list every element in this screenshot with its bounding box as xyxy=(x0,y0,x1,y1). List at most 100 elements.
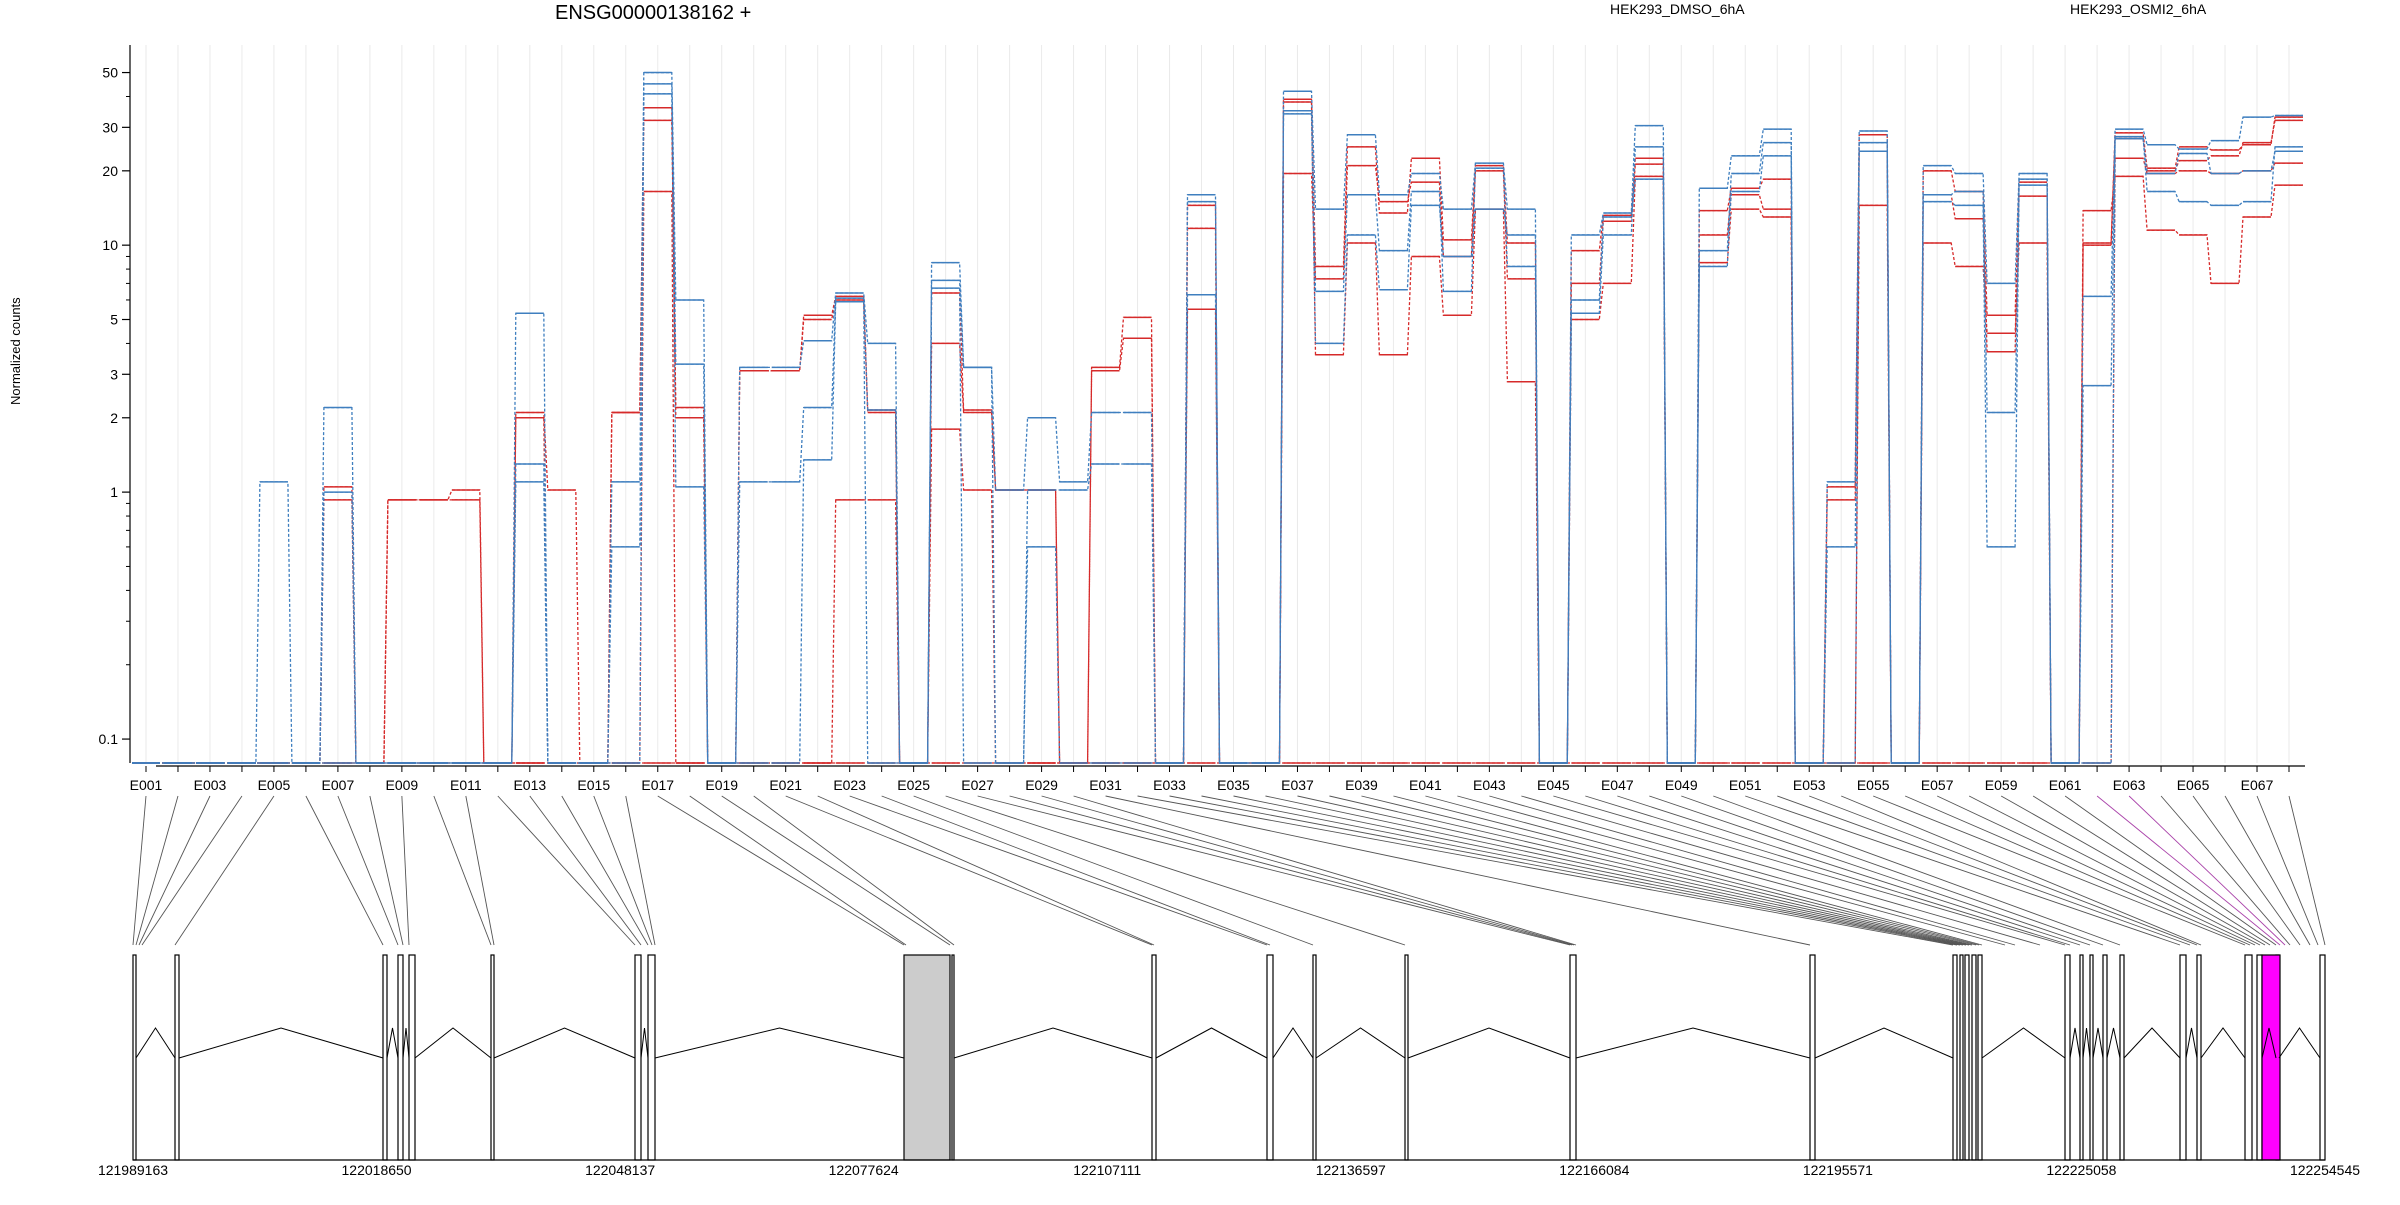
y-tick-label: 10 xyxy=(102,237,118,253)
exon-block xyxy=(2244,954,2253,1161)
intron-line xyxy=(135,1027,176,1059)
exon-connector xyxy=(1936,795,2256,946)
x-tick-label: E033 xyxy=(1153,777,1186,793)
exon-connector xyxy=(1745,795,2181,946)
intron-line xyxy=(2261,1027,2277,1059)
x-tick-label: E065 xyxy=(2177,777,2210,793)
exon-connector xyxy=(1329,795,1973,946)
exon-block xyxy=(2102,954,2108,1161)
intron-line xyxy=(178,1027,384,1059)
genomic-coordinate-label: 122048137 xyxy=(585,1162,655,1178)
x-tick-label: E011 xyxy=(450,777,482,793)
exon-connector xyxy=(625,795,656,946)
legend-dmso: HEK293_DMSO_6hA xyxy=(1610,1,1745,17)
x-tick-label: E023 xyxy=(833,777,866,793)
exon-block xyxy=(1809,954,1816,1161)
intron-line xyxy=(640,1027,649,1059)
exon-block xyxy=(1959,954,1964,1161)
intron-line xyxy=(2185,1027,2198,1059)
genomic-coordinate-label: 122195571 xyxy=(1803,1162,1873,1178)
exon-connector xyxy=(433,795,492,946)
genomic-coordinate-label: 122107111 xyxy=(1073,1162,1141,1178)
exon-connector xyxy=(1265,795,1967,946)
x-tick-label: E051 xyxy=(1729,777,1762,793)
genomic-coordinate-label: 122018650 xyxy=(342,1162,412,1178)
exon-connector xyxy=(1201,795,1961,946)
exon-connector xyxy=(401,795,410,946)
intron-line xyxy=(654,1027,905,1059)
genomic-coordinate-label: 122254545 xyxy=(2290,1162,2360,1178)
exon-connector xyxy=(1553,795,2066,946)
exon-connector xyxy=(1585,795,2071,946)
exon-connector xyxy=(1137,795,1954,946)
x-tick-label: E047 xyxy=(1601,777,1634,793)
exon-connector xyxy=(2288,795,2326,946)
exon-block xyxy=(490,954,495,1161)
x-tick-label: E043 xyxy=(1473,777,1506,793)
exon-connector xyxy=(1297,795,1970,946)
y-tick-label: 5 xyxy=(110,312,118,328)
exon-connector xyxy=(817,795,1155,946)
exon-block xyxy=(1151,954,1157,1161)
y-tick-label: 2 xyxy=(110,410,118,426)
exon-connector xyxy=(1457,795,2006,946)
x-tick-label: E003 xyxy=(194,777,227,793)
exon-block xyxy=(634,954,642,1161)
exon-connector xyxy=(2192,795,2301,946)
x-tick-label: E039 xyxy=(1345,777,1378,793)
intron-line xyxy=(1814,1027,1954,1059)
gene-title: ENSG00000138162 + xyxy=(555,2,752,24)
x-tick-label: E045 xyxy=(1537,777,1570,793)
intron-line xyxy=(1272,1027,1314,1059)
intron-line xyxy=(2200,1027,2246,1059)
x-tick-label: E053 xyxy=(1793,777,1826,793)
x-tick-label: E017 xyxy=(641,777,674,793)
genomic-coordinate-label: 121989163 xyxy=(98,1162,168,1178)
exon-block xyxy=(2119,954,2125,1161)
exon-connector xyxy=(305,795,384,946)
exon-connector xyxy=(1393,795,1980,946)
y-tick-label: 0.1 xyxy=(99,731,119,747)
exon-connector xyxy=(138,795,211,946)
exon-highlight xyxy=(2261,954,2281,1161)
y-tick-label: 3 xyxy=(110,366,118,382)
exon-block xyxy=(132,954,137,1161)
exon-connector xyxy=(593,795,653,946)
genomic-coordinate-label: 122077624 xyxy=(829,1162,899,1178)
exon-connector xyxy=(465,795,495,946)
exon-block xyxy=(397,954,404,1161)
exon-connector xyxy=(1521,795,2041,946)
intron-line xyxy=(1981,1027,2066,1059)
exon-connector xyxy=(2000,795,2266,946)
exon-connector xyxy=(1425,795,1983,946)
intron-line xyxy=(953,1027,1153,1059)
y-tick-label: 20 xyxy=(102,163,118,179)
exon-connector xyxy=(1777,795,2191,946)
exon-connector xyxy=(1873,795,2246,946)
exon-connector xyxy=(497,795,636,946)
exon-connector xyxy=(721,795,951,946)
exon-connector xyxy=(977,795,1571,946)
exon-connector xyxy=(135,795,179,946)
intron-line xyxy=(402,1027,410,1059)
exon-connector xyxy=(1233,795,1964,946)
genomic-coordinate-label: 122136597 xyxy=(1316,1162,1386,1178)
exon-block xyxy=(1964,954,1970,1161)
exon-block xyxy=(1977,954,1983,1161)
genomic-coordinate-label: 122225058 xyxy=(2046,1162,2116,1178)
exon-connector xyxy=(657,795,905,946)
x-tick-label: E059 xyxy=(1985,777,2018,793)
exon-connector xyxy=(561,795,649,946)
exon-connector xyxy=(1617,795,2081,946)
x-tick-label: E041 xyxy=(1409,777,1442,793)
exon-block xyxy=(2179,954,2187,1161)
exon-block xyxy=(1312,954,1317,1161)
exon-connector xyxy=(2256,795,2319,946)
x-tick-label: E027 xyxy=(961,777,994,793)
exon-connector xyxy=(1105,795,1811,946)
exon-block xyxy=(2079,954,2084,1161)
exon-connector xyxy=(1681,795,2104,946)
exon-connector xyxy=(1489,795,2016,946)
exon-connector xyxy=(2064,795,2277,946)
